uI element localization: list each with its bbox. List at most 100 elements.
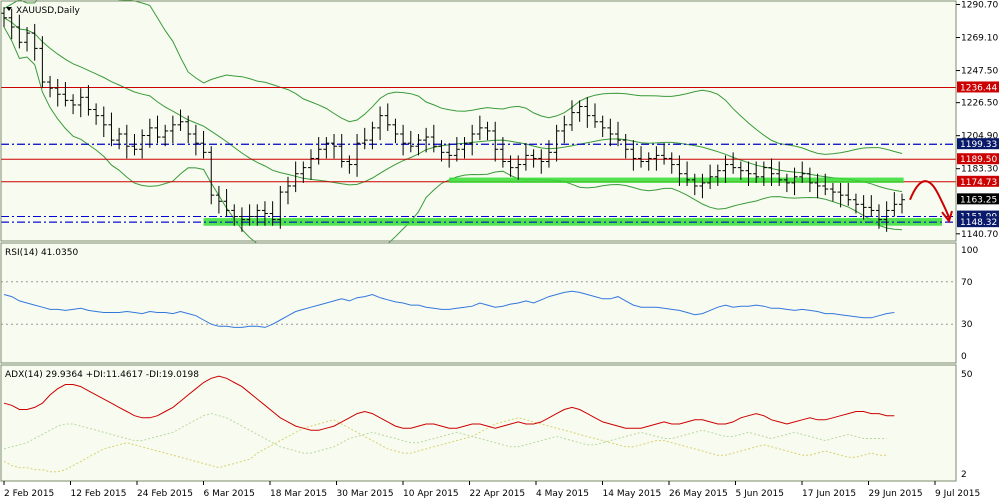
price-label-box: [957, 175, 999, 187]
ohlc-bar: [70, 94, 77, 115]
date-tick-label: 24 Feb 2015: [137, 489, 193, 499]
ohlc-bar: [415, 133, 422, 156]
ohlc-bar: [584, 97, 591, 128]
ohlc-bar: [538, 149, 545, 174]
price-tick-label: 1269.10: [961, 34, 998, 44]
ohlc-bar: [407, 130, 414, 153]
ohlc-bar: [484, 121, 491, 141]
ohlc-bar: [354, 133, 361, 177]
ohlc-bar: [377, 106, 384, 141]
price-tick-label: 1247.50: [961, 67, 998, 77]
ohlc-bar: [576, 100, 583, 122]
ohlc-bar: [530, 149, 537, 168]
adx-tick-label: 2: [961, 470, 967, 480]
minus-di-line: [3, 413, 887, 454]
ohlc-bar: [162, 124, 169, 147]
ohlc-bar: [438, 140, 445, 162]
adx-label: ADX(14) 29.9364 +DI:11.4617 -DI:19.0198: [5, 370, 199, 380]
price-label-text: 1163.25: [960, 195, 997, 205]
price-label-text: 1189.50: [960, 155, 997, 165]
ohlc-bar: [630, 140, 637, 171]
price-label-box: [957, 210, 999, 222]
ohlc-bar: [139, 129, 146, 159]
date-tick-label: 6 Mar 2015: [204, 489, 255, 499]
ohlc-bar: [453, 137, 460, 162]
ohlc-bar: [430, 124, 437, 153]
ohlc-bar: [814, 173, 821, 199]
projection-arrow-head: [941, 210, 953, 224]
date-tick-label: 29 Jun 2015: [869, 489, 923, 499]
date-tick-label: 12 Feb 2015: [71, 489, 127, 499]
ohlc-bar: [553, 124, 560, 162]
rsi-tick-label: 30: [961, 320, 973, 330]
ohlc-bar: [323, 137, 330, 159]
price-tick-label: 1226.50: [961, 99, 998, 109]
ohlc-bar: [684, 161, 691, 186]
adx-line: [3, 375, 895, 431]
price-label-box: [957, 153, 999, 165]
ohlc-bar: [745, 161, 752, 186]
ohlc-bar: [753, 161, 760, 183]
ohlc-bar: [461, 137, 468, 159]
ohlc-bar: [446, 143, 453, 168]
ohlc-bar: [883, 201, 890, 232]
price-tick-label: 1290.70: [961, 1, 998, 11]
ohlc-bar: [8, 8, 15, 40]
ohlc-bar: [837, 182, 844, 208]
ohlc-bar: [269, 201, 276, 226]
ohlc-bar: [169, 115, 176, 144]
date-tick-label: 5 Jun 2015: [736, 489, 784, 499]
ohlc-bar: [16, 14, 23, 49]
ohlc-bar: [638, 146, 645, 168]
ohlc-bar: [492, 121, 499, 162]
ohlc-bar: [100, 106, 107, 138]
rsi-line: [3, 290, 895, 328]
ohlc-bar: [31, 23, 38, 61]
ohlc-bar: [62, 82, 69, 107]
price-layer: [1, 0, 956, 260]
date-tick-label: 22 Apr 2015: [470, 489, 526, 499]
rsi-pane-border: [0, 242, 957, 364]
ohlc-bar: [254, 204, 261, 226]
ohlc-bar: [691, 173, 698, 196]
rsi-tick-label: 0: [961, 352, 967, 362]
date-tick-label: 4 May 2015: [536, 489, 589, 499]
plus-di-line: [3, 417, 887, 473]
ohlc-bar: [799, 161, 806, 183]
price-label-text: 1199.33: [960, 140, 997, 150]
dropdown-triangle-icon[interactable]: [6, 7, 12, 11]
ohlc-bar: [668, 152, 675, 174]
adx-pane: [1, 365, 956, 481]
ohlc-bar: [476, 115, 483, 141]
ohlc-bar: [346, 155, 353, 174]
ohlc-bar: [653, 146, 660, 171]
ohlc-bar: [768, 158, 775, 186]
ohlc-bar: [315, 137, 322, 165]
ohlc-bar: [77, 88, 84, 118]
ohlc-bar: [875, 204, 882, 229]
rsi-tick-label: 70: [961, 278, 973, 288]
ohlc-bar: [47, 75, 54, 98]
ohlc-bar: [85, 85, 92, 116]
ohlc-bar: [783, 173, 790, 193]
projection-arrow: [909, 180, 950, 220]
ohlc-bar: [776, 161, 783, 186]
adx-tick-label: 50: [961, 370, 973, 380]
ohlc-bar: [737, 161, 744, 180]
ohlc-bar: [185, 115, 192, 144]
price-pane-border: [0, 0, 957, 242]
ohlc-bar: [208, 146, 215, 205]
ohlc-bar: [760, 161, 767, 186]
ohlc-bar: [845, 182, 852, 206]
ohlc-bar: [730, 152, 737, 174]
price-tick-label: 1183.30: [961, 165, 998, 175]
ohlc-bar: [507, 155, 514, 177]
price-label-box: [957, 138, 999, 150]
price-pane: [1, 1, 956, 241]
ohlc-bar: [39, 36, 46, 89]
ohlc-bar: [123, 124, 130, 159]
rsi-label: RSI(14) 41.0350: [5, 248, 78, 258]
ohlc-bar: [331, 133, 338, 159]
ohlc-bar: [699, 173, 706, 199]
